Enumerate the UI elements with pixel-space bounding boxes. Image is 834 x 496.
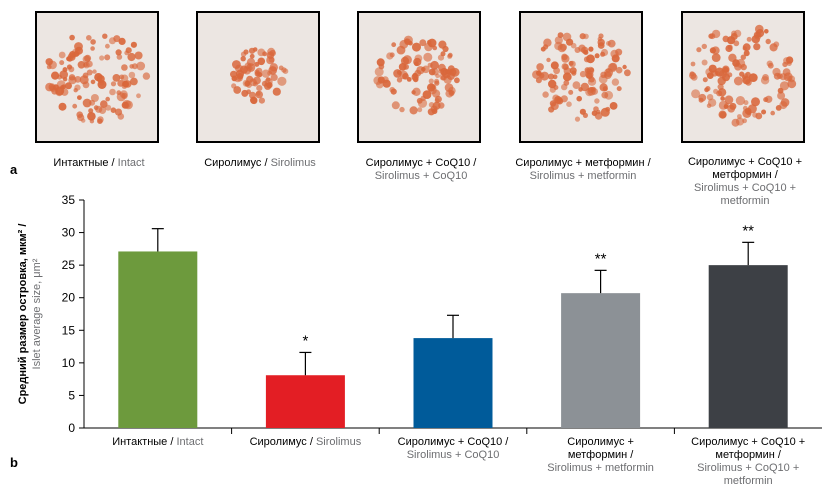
bar-chart: 0 5 10 15 20 25 30 35 Средний размер островка, м… xyxy=(17,193,822,487)
micrograph-intact xyxy=(35,11,159,143)
caption-ru: Сиролимус + CoQ10 + xyxy=(687,156,803,168)
caption-sirolimus-coq10-metformin: Сиролимус + CoQ10 + метформин / Sirolimu… xyxy=(660,156,830,208)
caption-en: Sirolimus + CoQ10 xyxy=(374,170,468,182)
islet-image xyxy=(37,13,157,141)
significance-marker: ** xyxy=(742,222,754,239)
caption-en: Sirolimus + CoQ10 + metformin xyxy=(693,182,797,207)
caption-ru: Сиролимус + CoQ10 / xyxy=(365,157,477,169)
panel-b-label: b xyxy=(10,455,18,470)
islet-image xyxy=(521,13,641,141)
islet-image xyxy=(198,13,318,141)
x-tick-label: Сиролимус / Sirolimus xyxy=(250,436,362,448)
y-tick-label: 5 xyxy=(68,388,75,402)
caption-sirolimus-metformin: Сиролимус + метформин / Sirolimus + metf… xyxy=(498,157,668,183)
islet-image xyxy=(359,13,479,141)
significance-marker: ** xyxy=(595,250,607,267)
micrograph-sirolimus-metformin xyxy=(519,11,643,143)
caption-en: Sirolimus xyxy=(270,157,316,169)
y-tick-label: 0 xyxy=(68,421,75,435)
caption-sirolimus: Сиролимус / Sirolimus xyxy=(204,157,316,169)
caption-ru: Сиролимус + метформин / xyxy=(515,157,651,169)
y-tick-label: 20 xyxy=(62,291,76,305)
micrograph-sirolimus-coq10 xyxy=(357,11,481,143)
x-tick-label: Сиролимус + метформин / Sirolimus + metfor… xyxy=(547,436,654,474)
panel-a-label: a xyxy=(10,162,18,177)
y-tick-label: 15 xyxy=(62,323,76,337)
y-tick-label: 35 xyxy=(62,193,76,207)
x-tick-label: Интактные / Intact xyxy=(112,436,203,448)
bar xyxy=(561,293,641,428)
caption-ru-2: метформин / xyxy=(712,169,778,181)
caption-en: Sirolimus + metformin xyxy=(529,170,637,182)
caption-ru: Интактные xyxy=(53,157,109,169)
panel-a-micrographs: Интактные / Intact Сиролимус / Sirolimus… xyxy=(0,0,834,207)
caption-intact: Интактные / Intact xyxy=(53,157,145,169)
y-axis-label: Средний размер островка, мкм² / Islet ave… xyxy=(17,224,43,405)
y-tick-label: 25 xyxy=(62,258,76,272)
significance-marker: * xyxy=(302,332,308,349)
x-tick-label: Сиролимус + CoQ10 + метформин / Sirolimus … xyxy=(691,436,805,487)
micrograph-sirolimus-coq10-metformin xyxy=(681,11,805,143)
micrograph-sirolimus xyxy=(196,11,320,143)
bar xyxy=(118,251,198,428)
x-tick-label: Сиролимус + CoQ10 /Sirolimus + CoQ10 xyxy=(398,436,510,461)
caption-en: Intact xyxy=(117,157,145,169)
y-tick-label: 30 xyxy=(62,226,76,240)
islet-image xyxy=(683,13,803,141)
bar xyxy=(413,338,493,428)
y-tick-label: 10 xyxy=(62,356,76,370)
bar xyxy=(265,375,345,428)
caption-sirolimus-coq10: Сиролимус + CoQ10 / Sirolimus + CoQ10 xyxy=(336,157,506,183)
bar xyxy=(708,265,788,428)
caption-ru: Сиролимус xyxy=(204,157,262,169)
